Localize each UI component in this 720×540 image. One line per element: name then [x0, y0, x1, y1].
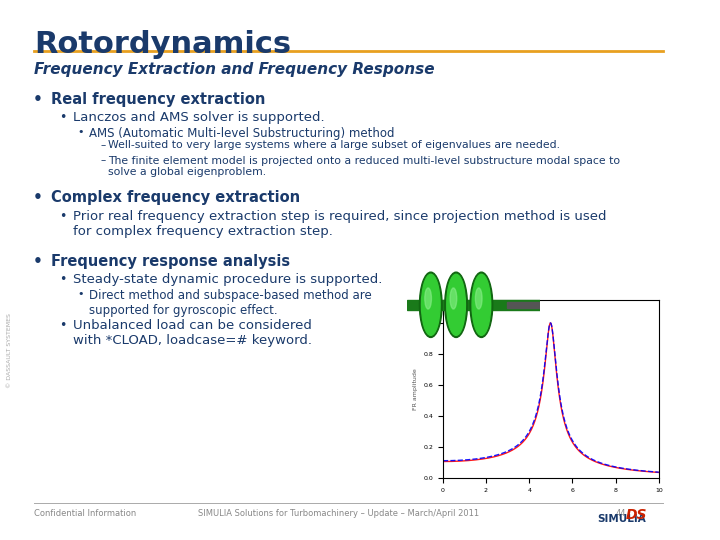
Text: •: • [60, 273, 67, 286]
Text: •: • [60, 210, 67, 222]
Text: •: • [78, 289, 84, 299]
Ellipse shape [446, 274, 465, 335]
Text: Blue : SSD, Direct: Blue : SSD, Direct [464, 437, 556, 448]
Text: •: • [32, 92, 42, 107]
Ellipse shape [472, 274, 491, 335]
Text: Red  : SSD, Subspace: Red : SSD, Subspace [464, 424, 575, 434]
Text: Confidential Information: Confidential Information [34, 509, 136, 518]
Ellipse shape [470, 272, 492, 338]
Text: AMS (Automatic Multi-level Substructuring) method: AMS (Automatic Multi-level Substructurin… [89, 127, 395, 140]
Ellipse shape [445, 272, 467, 338]
Text: SIMULIA: SIMULIA [598, 514, 646, 524]
Text: •: • [60, 319, 67, 332]
Text: The finite element model is projected onto a reduced multi-level substructure mo: The finite element model is projected on… [108, 156, 621, 177]
Text: Real frequency extraction: Real frequency extraction [50, 92, 265, 107]
Text: SIMULIA Solutions for Turbomachinery – Update – March/April 2011: SIMULIA Solutions for Turbomachinery – U… [198, 509, 479, 518]
Text: –: – [100, 140, 105, 151]
Text: Unbalanced load can be considered
with *CLOAD, loadcase=# keyword.: Unbalanced load can be considered with *… [73, 319, 312, 347]
Text: Direct method and subspace-based method are
supported for gyroscopic effect.: Direct method and subspace-based method … [89, 289, 372, 317]
Text: DS: DS [625, 508, 647, 522]
Ellipse shape [450, 288, 456, 309]
Text: •: • [32, 190, 42, 205]
Ellipse shape [421, 274, 440, 335]
Text: Rotordynamics: Rotordynamics [34, 30, 291, 59]
Text: Well-suited to very large systems where a large subset of eigenvalues are needed: Well-suited to very large systems where … [108, 140, 560, 151]
Text: •: • [78, 127, 84, 137]
Ellipse shape [475, 288, 482, 309]
Text: Lanczos and AMS solver is supported.: Lanczos and AMS solver is supported. [73, 111, 325, 124]
Text: © DASSAULT SYSTEMES: © DASSAULT SYSTEMES [6, 314, 12, 388]
Text: •: • [32, 254, 42, 269]
Bar [507, 302, 544, 308]
Text: Frequency Extraction and Frequency Response: Frequency Extraction and Frequency Respo… [34, 62, 434, 77]
Ellipse shape [425, 288, 431, 309]
Bar [407, 300, 540, 310]
Text: Frequency response analysis: Frequency response analysis [50, 254, 290, 269]
Text: •: • [60, 111, 67, 124]
Ellipse shape [420, 272, 442, 338]
Y-axis label: FR amplitude: FR amplitude [413, 368, 418, 410]
Text: 44: 44 [616, 509, 626, 518]
Text: –: – [100, 156, 105, 166]
Text: Complex frequency extraction: Complex frequency extraction [50, 190, 300, 205]
Text: Steady-state dynamic procedure is supported.: Steady-state dynamic procedure is suppor… [73, 273, 382, 286]
Text: Prior real frequency extraction step is required, since projection method is use: Prior real frequency extraction step is … [73, 210, 606, 238]
